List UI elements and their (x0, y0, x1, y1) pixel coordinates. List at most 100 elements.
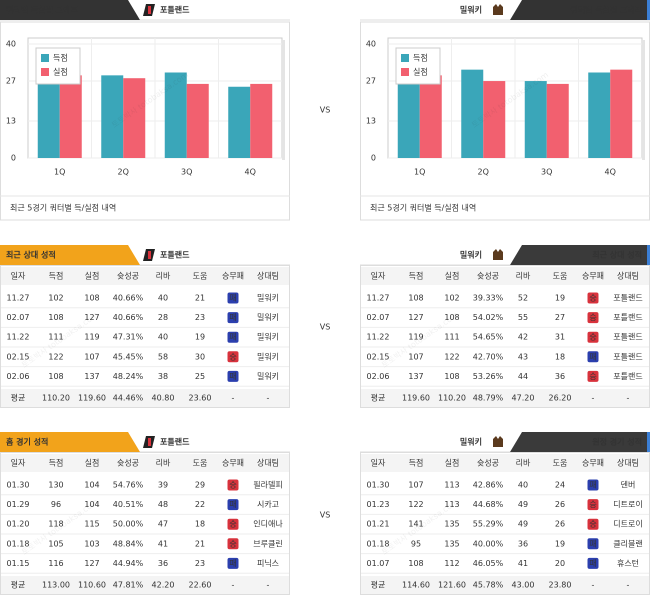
table-cell: 104 (84, 481, 99, 490)
table-cell: 29 (195, 481, 205, 490)
column-header: 실점 (85, 271, 100, 281)
header-label-bg (0, 432, 140, 452)
team-logo (493, 249, 503, 260)
average-row-bg (1, 576, 289, 594)
legend-label: 득점 (53, 53, 68, 63)
average-cell: 119.60 (78, 394, 106, 403)
result-badge (587, 370, 599, 382)
average-cell: - (627, 394, 630, 403)
result-badge (227, 312, 239, 324)
column-header: 상대팀 (617, 271, 639, 281)
table-cell: 108 (444, 313, 459, 322)
result-text: 패 (229, 332, 236, 342)
table-cell: 01.30 (7, 481, 30, 490)
team-name: 포틀랜드 (160, 5, 190, 15)
result-text: 패 (229, 371, 236, 381)
table-cell: 54.76% (113, 481, 144, 490)
bar (588, 72, 611, 158)
result-badge (227, 499, 239, 511)
average-cell: 47.20 (512, 394, 535, 403)
table-cell: 02.15 (7, 352, 30, 361)
table-cell: 108 (48, 372, 63, 381)
table-cell: 108 (408, 294, 423, 303)
result-text: 패 (229, 293, 236, 303)
average-row-bg (361, 389, 649, 407)
average-cell: 44.46% (113, 394, 144, 403)
header-label-bg (510, 0, 650, 20)
result-badge (227, 518, 239, 530)
bar (228, 86, 251, 158)
table-cell: 44.94% (113, 559, 144, 568)
column-header: 리바 (156, 458, 171, 468)
result-text: 패 (229, 558, 236, 568)
bar (123, 78, 146, 158)
chart-note: 최근 5경기 쿼터별 득/실점 내역 (370, 203, 476, 213)
result-badge (587, 538, 599, 550)
result-text: 패 (229, 312, 236, 322)
table-cell: 26 (555, 500, 565, 509)
bar (610, 69, 633, 158)
header-label: 쿼터별 득실점 그래프 (6, 5, 78, 15)
table-cell: 48.84% (113, 539, 144, 548)
table-cell: 53.26% (473, 372, 504, 381)
header-label: 쿼터별 득실점 그래프 (570, 5, 642, 15)
table-cell: 44.68% (473, 500, 504, 509)
result-text: 승 (589, 333, 596, 342)
column-header: 리바 (516, 458, 531, 468)
table-cell: 포틀랜드 (613, 312, 642, 322)
column-header: 상대팀 (257, 458, 279, 468)
table-cell: 113 (444, 500, 459, 509)
result-badge (227, 479, 239, 491)
x-tick-label: 2Q (478, 168, 489, 177)
table-cell: 01.18 (7, 539, 30, 548)
bar (37, 83, 60, 158)
table-cell: 113 (444, 481, 459, 490)
column-header: 일자 (371, 459, 386, 468)
table-cell: 108 (408, 559, 423, 568)
table-cell: 40.66% (113, 313, 144, 322)
result-text: 승 (229, 539, 236, 548)
table-cell: 48 (158, 500, 168, 509)
table-cell: 115 (84, 520, 99, 529)
table-cell: 18 (195, 520, 205, 529)
table-cell: 밀워키 (257, 313, 279, 322)
result-text: 승 (589, 372, 596, 381)
result-text: 승 (589, 294, 596, 303)
bar (250, 83, 273, 158)
vs-label: VS (320, 323, 331, 332)
table-cell: 55.29% (473, 520, 504, 529)
team-logo-accent (148, 438, 151, 446)
bar (483, 81, 506, 158)
result-text: 패 (229, 499, 236, 509)
table-cell: 02.07 (367, 313, 390, 322)
column-header: 도움 (553, 272, 568, 281)
table-cell: 55 (518, 313, 528, 322)
table-cell: 01.23 (367, 500, 390, 509)
team-logo-accent (148, 251, 151, 259)
header-label-bg (510, 245, 650, 265)
table-cell: 41 (518, 559, 528, 568)
table-cell: 103 (84, 539, 99, 548)
table-cell: 27 (555, 313, 565, 322)
table-cell: 40 (158, 333, 168, 342)
table-cell: 20 (555, 559, 565, 568)
average-cell: 110.20 (42, 394, 70, 403)
table-cell: 127 (84, 313, 99, 322)
column-header: 승무패 (582, 271, 604, 281)
result-text: 승 (229, 520, 236, 529)
y-tick-label: 0 (371, 154, 376, 163)
plot-shadow (642, 40, 645, 160)
average-cell: 110.20 (438, 394, 466, 403)
x-tick-label: 1Q (54, 168, 65, 177)
y-tick-label: 13 (366, 116, 376, 125)
table-cell: 50.00% (113, 520, 144, 529)
column-header: 득점 (409, 271, 424, 281)
table-cell: 54.65% (473, 333, 504, 342)
y-tick-label: 40 (366, 40, 376, 49)
table-cell: 104 (84, 500, 99, 509)
table-cell: 52 (518, 294, 528, 303)
average-cell: 42.20 (152, 581, 175, 590)
table-cell: 21 (195, 294, 205, 303)
table-box (0, 452, 290, 595)
header-label: 최근 상대 성적 (592, 250, 642, 260)
